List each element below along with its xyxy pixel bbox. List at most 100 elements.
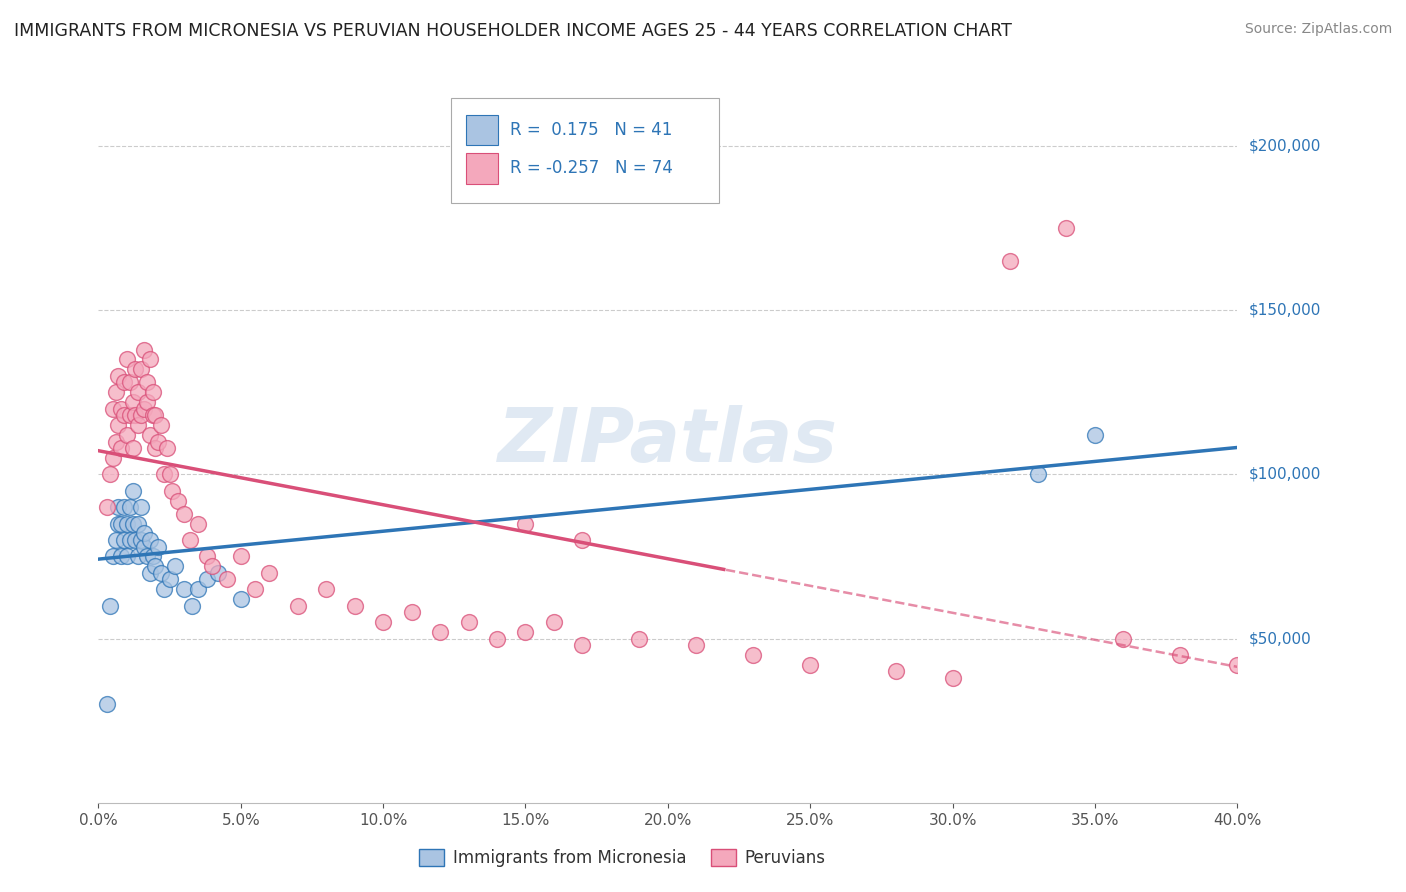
Point <box>259 566 281 580</box>
Point <box>207 566 229 580</box>
Point <box>138 533 160 547</box>
Point <box>104 385 127 400</box>
Point <box>129 362 152 376</box>
Point <box>515 625 537 640</box>
Point <box>401 605 423 619</box>
Point <box>201 559 224 574</box>
Point <box>115 516 138 531</box>
Point <box>127 385 149 400</box>
Text: $200,000: $200,000 <box>1249 138 1320 153</box>
Point <box>1084 428 1107 442</box>
Point <box>628 632 651 646</box>
Text: R = -0.257   N = 74: R = -0.257 N = 74 <box>509 160 672 178</box>
Point <box>145 441 167 455</box>
Point <box>141 409 163 423</box>
Point <box>101 401 124 416</box>
Point <box>132 401 155 416</box>
Point <box>571 533 593 547</box>
Point <box>153 582 176 597</box>
Point <box>132 526 155 541</box>
Point <box>998 253 1021 268</box>
Point <box>373 615 395 630</box>
Point <box>138 566 160 580</box>
Point <box>138 352 160 367</box>
Point <box>129 533 152 547</box>
Point <box>215 573 238 587</box>
Point <box>112 409 135 423</box>
Point <box>571 638 593 652</box>
Point <box>162 483 184 498</box>
Point <box>942 671 965 685</box>
Point <box>1170 648 1192 662</box>
Point <box>1026 467 1049 482</box>
Point <box>118 500 141 515</box>
Point <box>110 549 132 564</box>
Point <box>153 467 176 482</box>
Point <box>107 418 129 433</box>
Point <box>187 516 209 531</box>
Point <box>145 409 167 423</box>
Text: Source: ZipAtlas.com: Source: ZipAtlas.com <box>1244 22 1392 37</box>
Text: R =  0.175   N = 41: R = 0.175 N = 41 <box>509 121 672 139</box>
Point <box>121 516 143 531</box>
Point <box>229 549 252 564</box>
Point <box>179 533 201 547</box>
Point <box>799 657 821 672</box>
Point <box>315 582 337 597</box>
Text: $150,000: $150,000 <box>1249 302 1320 318</box>
Point <box>118 409 141 423</box>
Point <box>135 395 157 409</box>
Point <box>135 376 157 390</box>
Point <box>135 549 157 564</box>
Legend: Immigrants from Micronesia, Peruvians: Immigrants from Micronesia, Peruvians <box>412 842 832 874</box>
Point <box>98 467 121 482</box>
Point <box>145 559 167 574</box>
Text: $50,000: $50,000 <box>1249 632 1312 646</box>
Point <box>742 648 765 662</box>
Point <box>101 549 124 564</box>
Point <box>167 493 190 508</box>
Point <box>173 582 195 597</box>
Point <box>148 540 170 554</box>
Point <box>515 516 537 531</box>
Point <box>107 500 129 515</box>
Point <box>1226 657 1249 672</box>
Point <box>127 516 149 531</box>
Point <box>141 385 163 400</box>
Point <box>127 418 149 433</box>
Point <box>129 500 152 515</box>
Point <box>118 533 141 547</box>
Point <box>181 599 204 613</box>
Point <box>195 549 218 564</box>
Point <box>165 559 187 574</box>
Point <box>110 516 132 531</box>
Point <box>287 599 309 613</box>
Point <box>187 582 209 597</box>
Point <box>1056 221 1078 235</box>
Point <box>127 549 149 564</box>
Point <box>138 428 160 442</box>
Point <box>98 599 121 613</box>
Point <box>121 395 143 409</box>
Point <box>96 500 118 515</box>
Point <box>173 507 195 521</box>
Point <box>124 362 146 376</box>
Point <box>112 533 135 547</box>
Point <box>195 573 218 587</box>
Point <box>121 441 143 455</box>
Point <box>101 450 124 465</box>
Point <box>229 592 252 607</box>
Point <box>107 516 129 531</box>
Point <box>343 599 366 613</box>
Point <box>107 368 129 383</box>
Point <box>115 352 138 367</box>
Bar <box>467 153 498 184</box>
Point <box>141 549 163 564</box>
Point <box>118 376 141 390</box>
Text: IMMIGRANTS FROM MICRONESIA VS PERUVIAN HOUSEHOLDER INCOME AGES 25 - 44 YEARS COR: IMMIGRANTS FROM MICRONESIA VS PERUVIAN H… <box>14 22 1012 40</box>
Point <box>150 566 173 580</box>
Point <box>159 573 181 587</box>
Point <box>429 625 451 640</box>
Point <box>112 376 135 390</box>
Point <box>96 698 118 712</box>
